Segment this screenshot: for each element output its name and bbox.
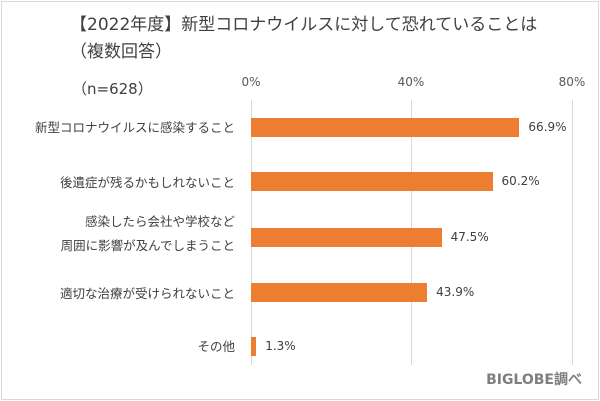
bar-value-label: 43.9%	[436, 285, 475, 299]
bar-value-label: 66.9%	[528, 120, 567, 134]
bar-value-label: 47.5%	[450, 230, 489, 244]
category-label: 適切な治療が受けられないこと	[59, 286, 235, 301]
category-label: 後遺症が残るかもしれないこと	[59, 175, 235, 190]
bar	[251, 228, 442, 247]
bar	[251, 172, 493, 191]
bar	[251, 118, 520, 137]
tick-80: 80%	[558, 75, 586, 89]
source-note: BIGLOBE調べ	[486, 372, 582, 388]
bar-value-label: 60.2%	[501, 174, 540, 188]
bar	[251, 283, 428, 302]
bar-value-label: 1.3%	[265, 339, 296, 353]
chart-title: 【2022年度】新型コロナウイルスに対して恐れていることは （複数回答）	[70, 12, 537, 66]
gridline-80	[572, 100, 573, 365]
tick-0: 0%	[241, 75, 261, 89]
category-label-line: 周囲に影響が及んでしまうこと	[60, 238, 235, 253]
category-label: 新型コロナウイルスに感染すること	[34, 120, 235, 135]
bar	[251, 337, 257, 356]
title-line-2: （複数回答）	[70, 42, 172, 62]
category-label-line: 感染したら会社や学校など	[84, 214, 235, 229]
tick-40: 40%	[397, 75, 425, 89]
category-label: 感染したら会社や学校など 周囲に影響が及んでしまうこと	[61, 210, 235, 258]
title-line-1: 【2022年度】新型コロナウイルスに対して恐れていることは	[70, 15, 538, 35]
sample-size: （n=628）	[72, 80, 153, 98]
category-label: その他	[197, 339, 235, 354]
